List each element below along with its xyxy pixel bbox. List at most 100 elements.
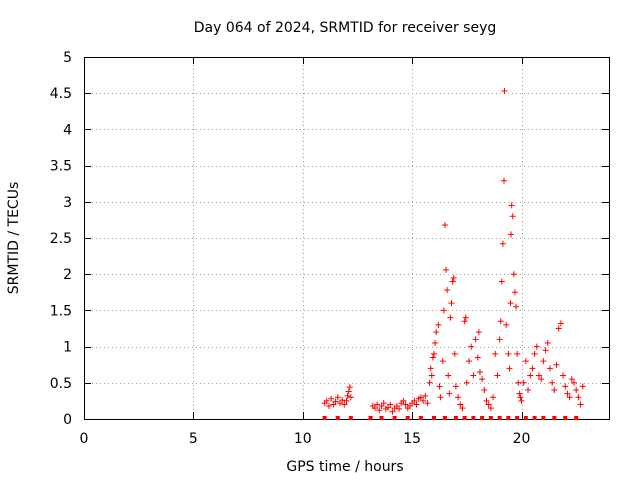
- data-point: [568, 376, 575, 383]
- data-point: [332, 398, 339, 405]
- data-point: [424, 400, 431, 407]
- baseline-marker: [442, 416, 447, 420]
- y-tick-label: 3: [63, 195, 72, 211]
- data-point: [525, 387, 532, 394]
- data-point: [328, 395, 335, 402]
- data-point: [468, 343, 475, 350]
- x-tick-label: 0: [80, 431, 89, 447]
- y-tick-label: 2.5: [50, 231, 72, 247]
- baseline-marker: [480, 416, 485, 420]
- data-point: [439, 358, 446, 365]
- data-point: [518, 397, 525, 404]
- data-point: [448, 300, 455, 307]
- data-point: [431, 350, 437, 357]
- data-point: [546, 365, 553, 372]
- data-point: [436, 383, 443, 390]
- data-point: [520, 379, 527, 386]
- baseline-marker: [574, 416, 579, 420]
- data-point: [564, 390, 571, 397]
- data-point: [573, 387, 580, 394]
- baseline-marker: [541, 416, 546, 420]
- data-point: [560, 372, 567, 379]
- data-point: [481, 387, 488, 394]
- data-point: [515, 379, 522, 386]
- x-tick-label: 20: [513, 431, 531, 447]
- data-point: [506, 365, 513, 372]
- data-point: [466, 358, 472, 365]
- baseline-marker: [368, 416, 373, 420]
- data-point: [447, 314, 454, 321]
- data-point: [463, 379, 470, 386]
- y-tick-label: 1: [63, 340, 72, 356]
- y-tick-label: 4.5: [50, 86, 72, 102]
- data-point: [516, 390, 523, 397]
- data-point: [485, 401, 492, 408]
- baseline-marker: [405, 416, 410, 420]
- marks: [321, 88, 586, 420]
- data-point: [497, 318, 504, 325]
- data-point: [536, 372, 542, 379]
- data-point: [531, 350, 538, 357]
- data-point: [437, 394, 444, 401]
- data-point: [455, 394, 462, 401]
- data-point: [472, 336, 479, 343]
- data-point: [432, 339, 439, 346]
- data-point: [490, 394, 497, 401]
- data-point: [326, 402, 332, 409]
- data-point: [420, 397, 427, 404]
- baseline-marker: [532, 416, 537, 420]
- data-point: [429, 354, 436, 361]
- data-point: [557, 320, 564, 327]
- data-point: [413, 401, 420, 408]
- y-tick-label: 4: [63, 122, 72, 138]
- data-point: [476, 368, 483, 375]
- data-point: [494, 372, 501, 379]
- baseline-marker: [523, 416, 528, 420]
- baseline-marker: [462, 416, 467, 420]
- data-point: [371, 405, 378, 412]
- data-point: [533, 343, 540, 350]
- y-tick-label: 3.5: [50, 159, 72, 175]
- baseline-marker: [552, 416, 557, 420]
- data-point: [538, 376, 545, 383]
- x-tick-label: 5: [189, 431, 198, 447]
- y-tick-label: 0.5: [50, 376, 72, 392]
- data-point: [487, 405, 494, 412]
- data-point: [501, 88, 508, 95]
- data-point: [474, 354, 481, 361]
- data-point: [449, 278, 456, 285]
- data-point: [427, 365, 434, 372]
- data-point: [400, 397, 407, 404]
- data-point: [575, 394, 582, 401]
- data-point: [334, 394, 341, 401]
- baseline-marker: [379, 416, 384, 420]
- data-point: [501, 177, 507, 184]
- data-point: [374, 401, 381, 408]
- x-tick-label: 15: [403, 431, 421, 447]
- chart-title: Day 064 of 2024, SRMTID for receiver sey…: [194, 20, 497, 36]
- data-point: [461, 318, 468, 325]
- baseline-marker: [335, 416, 340, 420]
- data-point: [344, 392, 351, 399]
- data-point: [542, 347, 549, 354]
- data-point: [402, 401, 409, 408]
- data-point: [389, 408, 396, 415]
- data-point: [579, 383, 586, 390]
- data-point: [498, 278, 505, 285]
- data-point: [345, 388, 352, 395]
- data-point: [450, 274, 457, 281]
- data-point: [555, 325, 562, 332]
- data-point: [510, 271, 517, 278]
- data-point: [428, 372, 435, 379]
- baseline-marker: [418, 416, 423, 420]
- data-point: [553, 361, 560, 368]
- baseline-marker: [453, 416, 458, 420]
- baseline-marker: [392, 416, 397, 420]
- data-point: [433, 329, 440, 336]
- data-point: [396, 405, 402, 412]
- data-point: [549, 379, 556, 386]
- data-point: [446, 390, 453, 397]
- data-point: [529, 365, 536, 372]
- data-point: [505, 350, 512, 357]
